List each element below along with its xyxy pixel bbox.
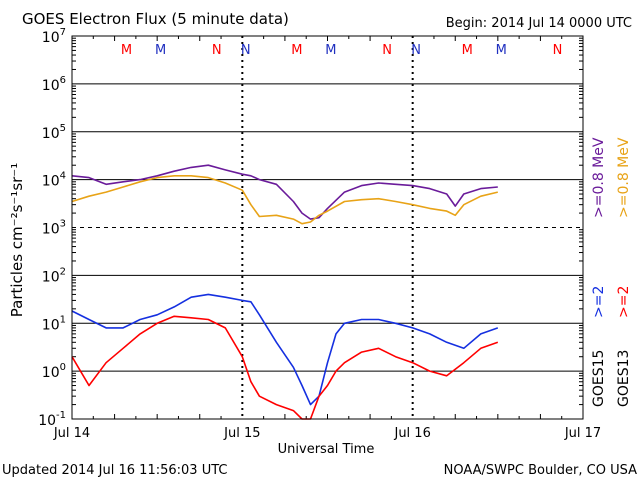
plot-frame xyxy=(71,35,584,420)
chart-title: GOES Electron Flux (5 minute data) xyxy=(22,10,289,28)
series-line-1 xyxy=(71,175,498,225)
x-tick-label: Jul 14 xyxy=(53,426,90,441)
begin-time: Begin: 2014 Jul 14 0000 UTC xyxy=(446,16,632,31)
legend-goes15-e08: >=0.8 MeV xyxy=(591,137,607,218)
legend-goes13: GOES13 xyxy=(616,350,632,407)
series-line-2 xyxy=(71,293,499,406)
x-axis-label: Universal Time xyxy=(278,442,375,457)
marker-label: N xyxy=(241,43,251,58)
marker-label: M xyxy=(291,43,302,58)
marker-label: N xyxy=(212,43,222,58)
y-tick-label: 103 xyxy=(42,219,66,238)
x-tick-label: Jul 16 xyxy=(393,426,430,441)
legend-goes13-e08: >=0.8 MeV xyxy=(616,137,632,218)
y-tick-label: 100 xyxy=(42,362,66,381)
y-tick-label: 107 xyxy=(42,27,66,46)
marker-label: M xyxy=(496,43,507,58)
marker-label: N xyxy=(411,43,421,58)
series-layer xyxy=(71,164,499,420)
x-tick-label: Jul 15 xyxy=(223,426,260,441)
series-line-3 xyxy=(71,315,499,420)
y-tick-labels: 107 106 105 104 103 102 101 100 10-1 xyxy=(38,27,66,429)
marker-label: M xyxy=(121,43,132,58)
series-line-0 xyxy=(71,164,498,220)
marker-label: M xyxy=(462,43,473,58)
updated-time: Updated 2014 Jul 16 11:56:03 UTC xyxy=(2,463,227,478)
marker-label: N xyxy=(553,43,563,58)
credit: NOAA/SWPC Boulder, CO USA xyxy=(444,463,637,478)
y-tick-label: 106 xyxy=(42,75,66,94)
y-tick-label: 10-1 xyxy=(38,410,66,429)
legend-goes15: GOES15 xyxy=(591,350,607,407)
legend-goes13-e2: >=2 xyxy=(616,286,632,318)
marker-label: M xyxy=(155,43,166,58)
marker-label: M xyxy=(325,43,336,58)
x-tick-label: Jul 17 xyxy=(564,426,601,441)
y-tick-label: 105 xyxy=(42,123,66,142)
legend-goes15-e2: >=2 xyxy=(591,286,607,318)
y-tick-label: 104 xyxy=(42,171,66,190)
marker-label: N xyxy=(382,43,392,58)
y-tick-label: 102 xyxy=(42,266,66,285)
x-tick-labels: Jul 14 Jul 15 Jul 16 Jul 17 xyxy=(53,426,601,441)
y-tick-label: 101 xyxy=(42,314,66,333)
y-axis-label: Particles cm⁻²s⁻¹sr⁻¹ xyxy=(8,163,26,317)
